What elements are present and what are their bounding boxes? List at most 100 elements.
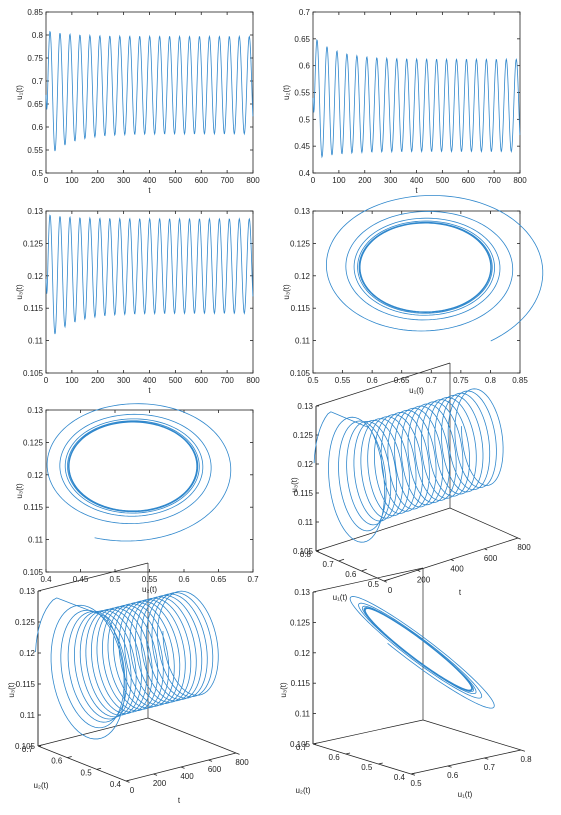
x-tick-label: 200 — [91, 176, 105, 185]
box-edge — [312, 719, 424, 745]
x-axis-label: u₁(t) — [458, 790, 473, 799]
x-tick-label: 600 — [195, 376, 209, 385]
x-tick-label: 0.4 — [40, 575, 52, 584]
y-tick-label: 0.125 — [290, 239, 311, 248]
z-tick-label: 0.115 — [294, 489, 314, 498]
x-tick — [520, 749, 526, 752]
y-tick-label: 0.6 — [329, 753, 341, 762]
x-tick-label: 300 — [117, 176, 131, 185]
series-line — [45, 30, 254, 152]
x-tick-label: 800 — [246, 376, 260, 385]
x-tick-label: 0 — [388, 586, 393, 595]
x-tick-label: 800 — [235, 758, 249, 767]
y-tick-label: 0.105 — [290, 369, 311, 378]
y-tick-label: 0.11 — [28, 337, 44, 346]
y-tick-label: 0.6 — [51, 757, 63, 766]
x-tick-label: 500 — [169, 376, 183, 385]
x-tick-label: 0 — [44, 376, 49, 385]
x-tick-label: 200 — [417, 575, 431, 584]
y-tick-label: 0.12 — [27, 272, 43, 281]
y-tick-label: 0.7 — [323, 560, 335, 569]
y-axis-label: u₂(t) — [282, 85, 291, 100]
x-tick-label: 0.45 — [73, 575, 89, 584]
y-tick-label: 0.4 — [299, 169, 311, 178]
x-axis-label: t — [148, 386, 151, 395]
box-edge — [315, 362, 451, 407]
x-tick-label: 600 — [208, 765, 222, 774]
y-tick-label: 0.7 — [296, 743, 308, 752]
x-tick-label: 0.7 — [484, 763, 496, 772]
chart-panel-8: 0.50.60.70.80.40.50.60.70.1050.110.1150.… — [279, 567, 532, 799]
axes-box — [45, 409, 254, 573]
y-tick-label: 0.5 — [299, 115, 311, 124]
y-tick-label: 0.8 — [300, 550, 312, 559]
x-tick — [517, 537, 521, 540]
z-tick-label: 0.105 — [290, 740, 311, 749]
series-line — [45, 214, 254, 335]
x-tick-label: 0.6 — [178, 575, 190, 584]
y-tick-label: 0.13 — [294, 207, 310, 216]
y-axis-label: u₃(t) — [15, 483, 24, 499]
x-tick-label: 600 — [195, 176, 209, 185]
y-tick-label: 0.13 — [27, 207, 43, 216]
x-tick-label: 300 — [117, 376, 131, 385]
x-tick — [417, 569, 421, 572]
y-axis-label: u₂(t) — [33, 781, 48, 790]
series-line — [46, 403, 232, 542]
x-tick-label: 100 — [65, 376, 79, 385]
y-tick-label: 0.125 — [23, 239, 44, 248]
x-axis-label: t — [148, 186, 151, 195]
y-tick-label: 0.75 — [27, 54, 43, 63]
x-tick-label: 500 — [169, 176, 183, 185]
y-tick-label: 0.7 — [22, 745, 34, 754]
y-tick-label: 0.105 — [23, 568, 44, 577]
y-tick-label: 0.8 — [32, 31, 44, 40]
x-tick-label: 0.6 — [367, 376, 379, 385]
y-tick-label: 0.55 — [27, 146, 43, 155]
z-tick-label: 0.105 — [15, 742, 36, 751]
chart-panel-5: 0.4 0.45 0.5 0.55 0.6 0.65 0.7 0.105 0.11 0.115 0.… — [15, 403, 259, 594]
y-tick-label: 0.45 — [294, 142, 310, 151]
z-tick-label: 0.13 — [19, 587, 35, 596]
z-tick-label: 0.125 — [15, 618, 36, 627]
y-tick-label: 0.12 — [27, 471, 43, 480]
x-tick-label: 400 — [180, 772, 194, 781]
y-tick-label: 0.12 — [294, 272, 310, 281]
x-axis-label: u₂(t) — [142, 585, 157, 594]
x-tick-label: 600 — [462, 176, 476, 185]
x-tick-label: 300 — [384, 176, 398, 185]
z-tick-label: 0.12 — [294, 649, 310, 658]
y-tick-label: 0.115 — [24, 304, 44, 313]
x-tick-label: 0.5 — [410, 779, 422, 788]
y-tick — [410, 772, 416, 775]
z-tick-label: 0.11 — [295, 710, 311, 719]
x-tick-label: 0 — [44, 176, 49, 185]
x-tick-label: 100 — [332, 176, 346, 185]
chart-panel-6: 02004006008000.50.60.70.80.1050.110.1150… — [290, 362, 531, 602]
y-axis-label: u₁(t) — [15, 85, 24, 100]
x-tick-label: 0.5 — [109, 575, 121, 584]
x-tick-label: 800 — [517, 543, 531, 552]
y-tick-label: 0.65 — [27, 100, 43, 109]
y-tick-label: 0.105 — [23, 369, 44, 378]
y-axis-label: u₃(t) — [15, 284, 24, 300]
x-tick-label: 0.5 — [307, 376, 319, 385]
axes-box — [312, 210, 521, 374]
z-axis-label: u₃(t) — [279, 682, 288, 698]
z-tick-label: 0.12 — [297, 460, 313, 469]
y-tick-label: 0.11 — [295, 337, 311, 346]
y-tick-label: 0.115 — [291, 304, 311, 313]
x-tick-label: 700 — [220, 176, 234, 185]
x-tick-label: 0.55 — [335, 376, 351, 385]
y-tick-label: 0.5 — [81, 768, 93, 777]
y-axis-label: u₃(t) — [282, 284, 291, 300]
box-edge — [37, 717, 149, 747]
x-tick-label: 0.7 — [426, 376, 438, 385]
x-tick-label: 700 — [487, 176, 501, 185]
box-edge — [147, 717, 237, 754]
y-tick-label: 0.4 — [394, 773, 406, 782]
y-tick-label: 0.4 — [110, 780, 122, 789]
x-tick-label: 0.75 — [453, 376, 469, 385]
chart-panel-1: 0 100 200 300 400 500 600 700 800 0.5 0.55 0.6 0.65 0… — [15, 8, 260, 195]
y-tick-label: 0.85 — [27, 8, 43, 17]
